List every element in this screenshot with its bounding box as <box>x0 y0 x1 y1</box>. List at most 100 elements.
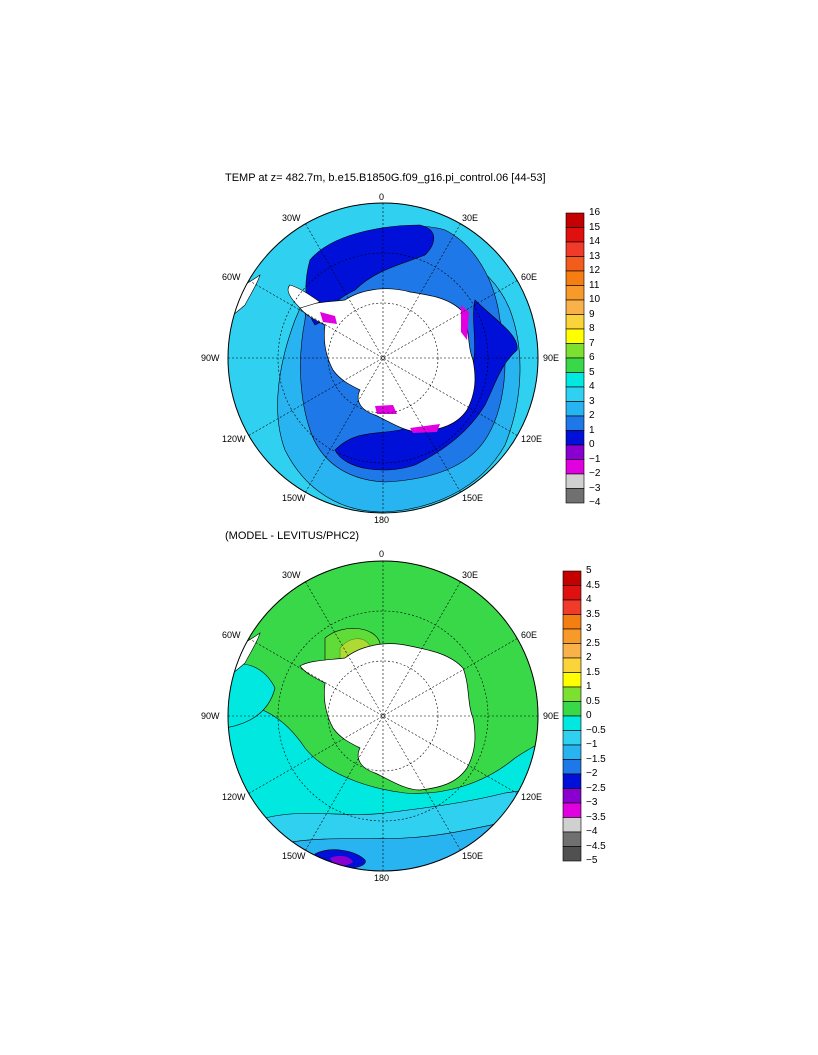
difference-colorbar: 5 4.5 4 3.5 3 2.5 2 1.5 1 0.5 0 −0.5 −1 −1.5 −2 −2.5 −3 −… <box>562 566 606 867</box>
colorbar-swatch <box>565 270 585 286</box>
colorbar-tick-label: 9 <box>589 308 595 320</box>
colorbar-swatch <box>562 788 582 804</box>
colorbar-swatch <box>562 715 582 731</box>
colorbar-tick-label: 6 <box>589 352 595 363</box>
colorbar-tick-label: −2 <box>586 768 598 779</box>
colorbar-tick-label: −5 <box>586 855 598 866</box>
colorbar-tick-label: 12 <box>589 265 601 276</box>
colorbar-swatch <box>562 657 582 673</box>
colorbar-swatch <box>565 372 585 388</box>
colorbar-swatch <box>565 241 585 257</box>
colorbar-swatch <box>565 459 585 475</box>
colorbar-swatch <box>562 628 582 644</box>
colorbar-swatch <box>565 227 585 243</box>
colorbar-swatch <box>562 802 582 818</box>
colorbar-swatch <box>565 415 585 431</box>
temperature-colorbar: 16 15 14 13 12 11 10 9 8 7 6 5 4 3 2 1 0 −1 −2 −3 −4 <box>565 208 600 509</box>
colorbar-tick-label: 1 <box>586 681 592 692</box>
graticule <box>228 561 538 871</box>
colorbar-tick-label: −0.5 <box>586 724 606 736</box>
lon-label-0: 0 <box>379 192 385 202</box>
sea-ice-margin-west <box>320 312 337 324</box>
colorbar-tick-label: 5 <box>589 366 595 378</box>
colorbar-swatches <box>565 212 585 504</box>
colorbar-tick-label: −2.5 <box>586 782 606 794</box>
colorbar-swatch <box>562 686 582 702</box>
lon-label-90e: 90E <box>543 353 560 363</box>
colorbar-swatch <box>562 614 582 630</box>
lon-label-30e: 30E <box>462 570 479 580</box>
colorbar-swatch <box>565 430 585 446</box>
colorbar-swatch <box>562 744 582 760</box>
map-title-temperature: TEMP at z= 482.7m, b.e15.B1850G.f09_g16.… <box>225 172 546 184</box>
colorbar-tick-label: 8 <box>589 323 595 334</box>
colorbar-tick-label: 4 <box>589 381 595 392</box>
colorbar-swatch <box>565 299 585 315</box>
colorbar-tick-label: 16 <box>589 207 601 218</box>
colorbar-tick-label: 5 <box>586 565 592 576</box>
colorbar-swatch <box>565 314 585 330</box>
colorbar-tick-label: 2.5 <box>586 637 600 649</box>
lon-label-180: 180 <box>374 515 390 525</box>
colorbar-swatch <box>565 343 585 359</box>
colorbar-tick-label: 3 <box>589 395 595 407</box>
colorbar-tick-label: 13 <box>589 250 601 262</box>
lon-label-150w: 150W <box>282 851 306 861</box>
colorbar-tick-label: 4.5 <box>586 579 600 591</box>
map-title-difference: (MODEL - LEVITUS/PHC2) <box>225 530 360 542</box>
lon-label-60e: 60E <box>521 272 538 282</box>
temperature-polar-map <box>227 202 539 514</box>
difference-polar-map <box>227 560 539 872</box>
lon-label-120e: 120E <box>521 434 543 444</box>
colorbar-tick-label: −3 <box>589 482 601 494</box>
colorbar-swatch <box>562 570 582 586</box>
colorbar-tick-label: −1 <box>586 739 598 750</box>
cold-anomaly-center <box>330 855 353 866</box>
colorbar-tick-label: 3 <box>586 623 592 634</box>
lon-label-60w: 60W <box>222 630 241 640</box>
lon-label-30e: 30E <box>462 213 479 223</box>
lon-label-60e: 60E <box>521 630 538 640</box>
sea-ice-margin-south <box>375 405 397 414</box>
colorbar-tick-label: 0 <box>589 439 595 450</box>
colorbar-swatch <box>562 846 582 862</box>
colorbar-tick-label: 11 <box>589 279 600 291</box>
lon-label-150e: 150E <box>462 493 484 503</box>
colorbar-tick-label: 7 <box>589 337 595 349</box>
colorbar-tick-label: 2 <box>589 410 595 421</box>
sea-ice-margin-southeast <box>410 424 440 433</box>
colorbar-tick-label: −4.5 <box>586 840 606 852</box>
colorbar-swatch <box>565 444 585 460</box>
colorbar-tick-label: 0 <box>586 710 592 721</box>
lon-label-150w: 150W <box>282 493 306 503</box>
lon-label-30w: 30W <box>282 570 301 580</box>
lon-label-90w: 90W <box>201 711 220 721</box>
ocean-region-1-2 <box>305 224 435 326</box>
lon-label-120e: 120E <box>521 792 543 802</box>
colorbar-tick-label: 1.5 <box>586 666 600 678</box>
colorbar-swatch <box>565 285 585 301</box>
colorbar-tick-label: 1 <box>589 424 595 436</box>
colorbar-tick-label: 2 <box>586 652 592 663</box>
colorbar-swatch <box>565 488 585 504</box>
colorbar-swatch <box>565 212 585 228</box>
colorbar-swatch <box>562 643 582 659</box>
lon-label-150e: 150E <box>462 851 484 861</box>
colorbar-swatch <box>562 831 582 847</box>
colorbar-tick-label: 0.5 <box>586 695 600 707</box>
lon-label-60w: 60W <box>222 272 241 282</box>
colorbar-swatch <box>562 773 582 789</box>
colorbar-swatches <box>562 570 582 862</box>
colorbar-swatch <box>562 817 582 833</box>
colorbar-tick-label: 15 <box>589 221 601 233</box>
sea-ice-margin-east <box>461 305 469 340</box>
lon-label-30w: 30W <box>282 213 301 223</box>
colorbar-tick-label: −2 <box>589 468 601 479</box>
lon-label-90e: 90E <box>543 711 560 721</box>
colorbar-tick-label: −3.5 <box>586 811 606 823</box>
colorbar-swatch <box>562 730 582 746</box>
colorbar-swatch <box>565 328 585 344</box>
antarctic-peninsula <box>287 284 321 309</box>
colorbar-swatch <box>565 357 585 373</box>
colorbar-tick-label: 3.5 <box>586 608 600 620</box>
